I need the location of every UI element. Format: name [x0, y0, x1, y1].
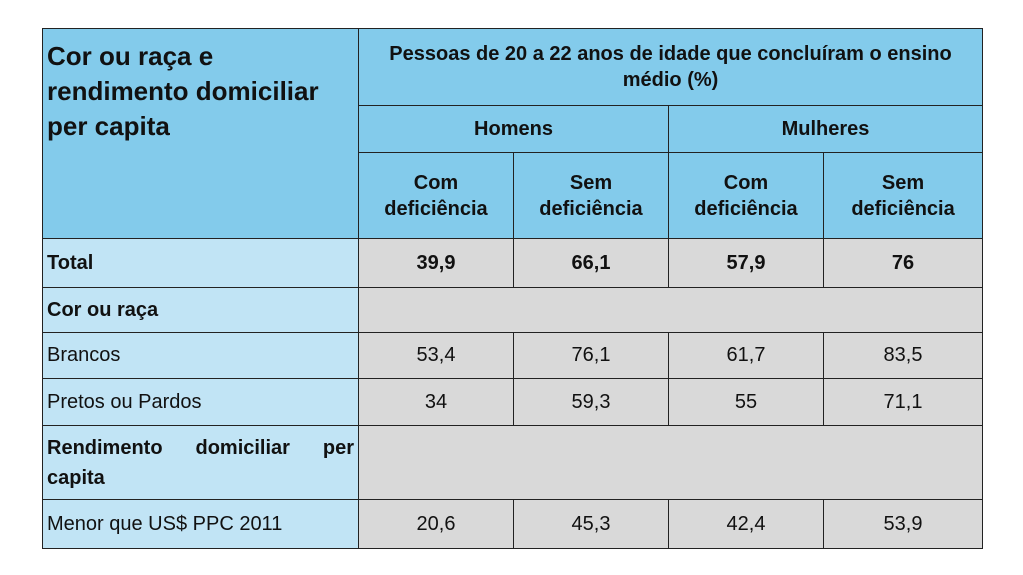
value-cell: 76,1 — [513, 332, 669, 379]
table-row: Total 39,9 66,1 57,9 76 — [42, 238, 984, 288]
table-row: Menor que US$ PPC 2011 20,6 45,3 42,4 53,9 — [42, 499, 984, 549]
row-label: Brancos — [42, 332, 359, 379]
row-label: Menor que US$ PPC 2011 — [42, 499, 359, 549]
subgroup-header: Com deficiência — [358, 152, 514, 239]
group-header: Homens — [358, 105, 669, 153]
row-header: Cor ou raça e rendimento domiciliar per … — [42, 28, 359, 239]
value-cell: 66,1 — [513, 238, 669, 288]
subgroup-header: Sem deficiência — [513, 152, 669, 239]
value-cell: 53,9 — [822, 499, 984, 549]
table-row: Rendimento domiciliar per capita — [42, 425, 984, 500]
group-title: Pessoas de 20 a 22 anos de idade que con… — [357, 28, 984, 106]
value-cell: 20,6 — [358, 499, 514, 549]
value-cell: 59,3 — [513, 378, 669, 426]
value-cell: 61,7 — [668, 332, 824, 379]
data-table: Cor ou raça e rendimento domiciliar per … — [42, 28, 984, 549]
value-cell: 55 — [668, 378, 824, 426]
empty-cell — [357, 425, 984, 500]
value-cell: 45,3 — [513, 499, 669, 549]
table-row: Pretos ou Pardos 34 59,3 55 71,1 — [42, 378, 984, 426]
row-label: Pretos ou Pardos — [42, 378, 359, 426]
group-header: Mulheres — [667, 105, 984, 153]
subgroup-header: Com deficiência — [668, 152, 824, 239]
value-cell: 57,9 — [668, 238, 824, 288]
table-row: Cor ou raça — [42, 287, 984, 333]
row-label: Total — [42, 238, 359, 288]
row-label: Cor ou raça — [42, 287, 359, 333]
row-label: Rendimento domiciliar per capita — [42, 425, 359, 500]
empty-cell — [357, 287, 984, 333]
value-cell: 39,9 — [358, 238, 514, 288]
value-cell: 71,1 — [822, 378, 984, 426]
table-row: Brancos 53,4 76,1 61,7 83,5 — [42, 332, 984, 379]
value-cell: 83,5 — [822, 332, 984, 379]
value-cell: 34 — [358, 378, 514, 426]
value-cell: 76 — [822, 238, 984, 288]
value-cell: 42,4 — [668, 499, 824, 549]
subgroup-header: Sem deficiência — [822, 152, 984, 239]
value-cell: 53,4 — [358, 332, 514, 379]
